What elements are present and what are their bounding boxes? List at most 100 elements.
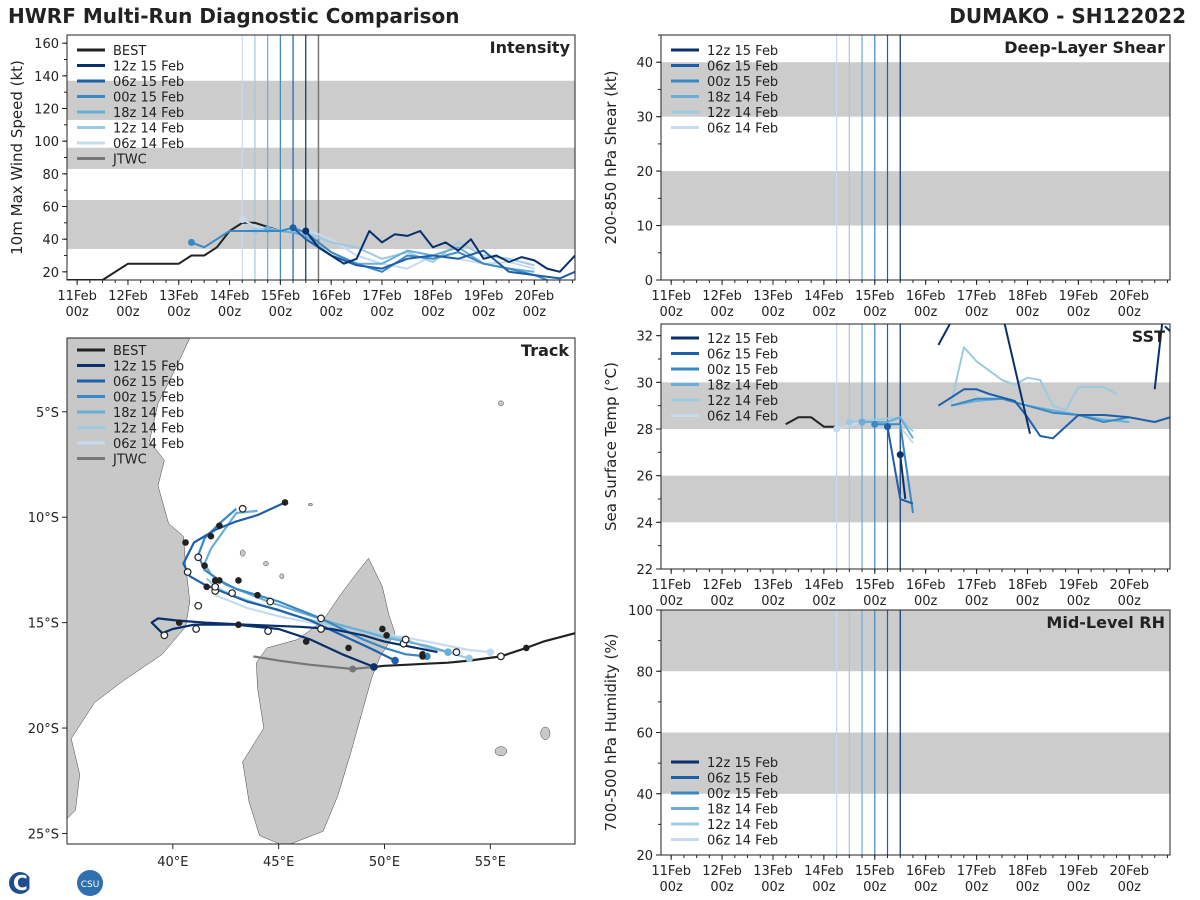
track-point-filled bbox=[254, 591, 261, 599]
intensity-xtick-day: 19Feb bbox=[464, 289, 504, 304]
sst-xtick-hour: 00z bbox=[761, 594, 785, 609]
island bbox=[494, 746, 508, 757]
sst-ytick-label: 22 bbox=[636, 563, 653, 578]
sst-series-line bbox=[1003, 324, 1031, 434]
sst-xtick-day: 19Feb bbox=[1059, 578, 1099, 593]
intensity-ytick-label: 80 bbox=[42, 168, 59, 183]
track-series-line bbox=[150, 617, 438, 668]
rh-xtick-hour: 00z bbox=[965, 880, 989, 895]
intensity-xtick-hour: 00z bbox=[421, 305, 445, 320]
intensity-xtick-hour: 00z bbox=[523, 305, 547, 320]
shear-legend-label: 18z 14 Feb bbox=[707, 91, 778, 106]
intensity-xtick-day: 14Feb bbox=[210, 289, 250, 304]
track-point-open bbox=[194, 601, 203, 610]
cira-logo: CIRA CSU bbox=[9, 870, 103, 896]
track-point-filled bbox=[201, 562, 208, 569]
rh-ytick-label: 60 bbox=[636, 727, 653, 742]
track-point-filled bbox=[383, 631, 390, 639]
sst-plot-area bbox=[661, 324, 1170, 569]
intensity-band bbox=[67, 199, 575, 249]
track-series-start-point bbox=[465, 654, 473, 663]
intensity-legend-label: 06z 15 Feb bbox=[113, 75, 184, 90]
intensity-xtick-day: 11Feb bbox=[57, 289, 97, 304]
intensity-legend-label: 06z 14 Feb bbox=[113, 137, 184, 152]
island bbox=[540, 726, 551, 740]
track-legend-label: 06z 15 Feb bbox=[113, 375, 184, 390]
sst-title: SST bbox=[1132, 327, 1165, 346]
intensity-series-start-point bbox=[238, 216, 246, 224]
sst-xtick-day: 14Feb bbox=[804, 578, 844, 593]
sst-series-start-point bbox=[858, 418, 866, 426]
track-point-filled bbox=[302, 638, 310, 645]
track-xtick-label: 45°E bbox=[263, 855, 294, 870]
track-point-filled bbox=[207, 532, 215, 540]
track-point-open bbox=[211, 582, 220, 591]
rh-xtick-day: 16Feb bbox=[906, 864, 946, 879]
sst-ytick-label: 26 bbox=[636, 470, 653, 485]
track-legend-label: 12z 14 Feb bbox=[113, 422, 184, 437]
sst-series-line bbox=[1164, 325, 1170, 332]
sst-legend-label: 06z 14 Feb bbox=[707, 410, 778, 425]
shear-xtick-day: 16Feb bbox=[906, 289, 946, 304]
track-legend-label: 00z 15 Feb bbox=[113, 391, 184, 406]
track-point-open bbox=[160, 631, 169, 640]
intensity-legend-label: 00z 15 Feb bbox=[113, 91, 184, 106]
track-jtwc-point bbox=[349, 665, 357, 673]
sst-series-start-point bbox=[871, 420, 879, 428]
rh-xtick-day: 13Feb bbox=[753, 864, 793, 879]
shear-frame bbox=[660, 34, 1171, 281]
shear-xtick-day: 17Feb bbox=[957, 289, 997, 304]
intensity-xtick-hour: 00z bbox=[65, 305, 89, 320]
intensity-xtick-day: 15Feb bbox=[261, 289, 301, 304]
rh-legend-label: 06z 15 Feb bbox=[707, 772, 778, 787]
rh-legend-label: 12z 15 Feb bbox=[707, 756, 778, 771]
intensity-legend-label: 12z 14 Feb bbox=[113, 122, 184, 137]
shear-panel: 01020304011Feb00z12Feb00z13Feb00z14Feb00… bbox=[602, 34, 1171, 320]
globe-icon bbox=[9, 872, 31, 894]
sst-xtick-hour: 00z bbox=[1016, 594, 1040, 609]
intensity-band bbox=[67, 147, 575, 169]
shear-legend-label: 06z 14 Feb bbox=[707, 122, 778, 137]
track-point-open bbox=[183, 568, 192, 576]
sst-xtick-hour: 00z bbox=[914, 594, 938, 609]
intensity-legend-label: BEST bbox=[113, 44, 146, 59]
rh-xtick-hour: 00z bbox=[761, 880, 785, 895]
track-point-filled bbox=[216, 577, 223, 584]
island bbox=[498, 400, 504, 407]
logo-text: CIRA bbox=[13, 871, 67, 895]
sst-band bbox=[661, 475, 1170, 523]
track-series-start-point bbox=[486, 648, 495, 656]
sst-xtick-day: 18Feb bbox=[1008, 578, 1048, 593]
sst-xtick-day: 16Feb bbox=[906, 578, 946, 593]
sst-xtick-hour: 00z bbox=[1118, 594, 1142, 609]
sst-series-line bbox=[937, 388, 1170, 440]
sst-xtick-hour: 00z bbox=[1067, 594, 1091, 609]
track-ytick-label: 10°S bbox=[28, 511, 59, 526]
shear-xtick-hour: 00z bbox=[1067, 305, 1091, 320]
intensity-ytick-label: 120 bbox=[34, 103, 59, 118]
track-panel: 40°E 45°E 50°E 55°E 5°S 10°S 15°S 20°S 25°S Track… bbox=[28, 337, 576, 870]
intensity-xtick-hour: 00z bbox=[167, 305, 191, 320]
intensity-xtick-hour: 00z bbox=[269, 305, 293, 320]
rh-legend-label: 00z 15 Feb bbox=[707, 787, 778, 802]
track-point-filled bbox=[203, 583, 210, 591]
rh-xtick-day: 19Feb bbox=[1059, 864, 1099, 879]
shear-band bbox=[661, 62, 1170, 117]
rh-xtick-hour: 00z bbox=[1067, 880, 1091, 895]
island bbox=[279, 573, 285, 580]
sst-xtick-day: 13Feb bbox=[753, 578, 793, 593]
intensity-series-start-point bbox=[302, 227, 310, 235]
track-best-point bbox=[523, 644, 530, 652]
shear-band bbox=[661, 171, 1170, 226]
shear-ytick-label: 10 bbox=[636, 220, 653, 235]
sst-series-line bbox=[950, 397, 1130, 423]
track-xtick-label: 40°E bbox=[157, 855, 188, 870]
rh-xtick-day: 17Feb bbox=[957, 864, 997, 879]
sst-legend-label: 12z 15 Feb bbox=[707, 332, 778, 347]
track-point-open bbox=[194, 553, 203, 562]
intensity-xtick-hour: 00z bbox=[116, 305, 140, 320]
sst-xtick-hour: 00z bbox=[812, 594, 836, 609]
track-legend-label: 12z 15 Feb bbox=[113, 360, 184, 375]
rh-ytick-label: 40 bbox=[636, 788, 653, 803]
sst-ytick-label: 24 bbox=[636, 516, 653, 531]
